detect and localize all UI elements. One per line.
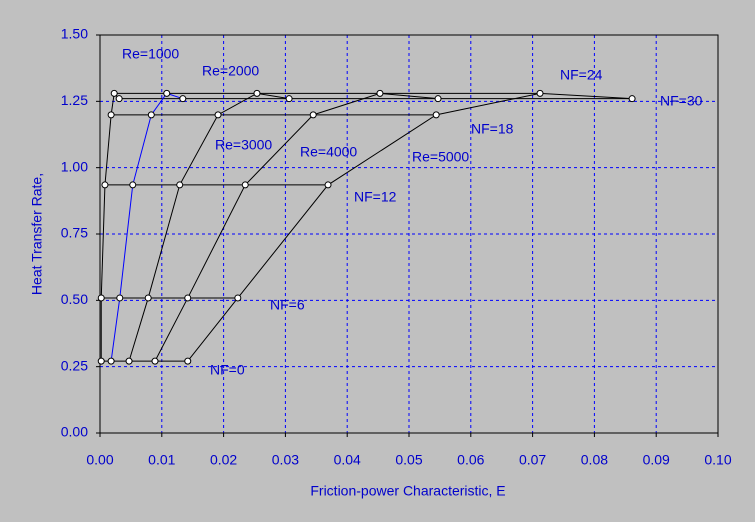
- x-axis-label: Friction-power Characteristic, E: [310, 483, 505, 499]
- point: [110, 89, 118, 97]
- point: [147, 111, 155, 119]
- series-label: Re=4000: [300, 144, 357, 160]
- point: [144, 294, 152, 302]
- y-tick-label: 1.00: [61, 158, 88, 174]
- point: [184, 357, 192, 365]
- point: [107, 111, 115, 119]
- row-label: NF=0: [210, 362, 245, 378]
- point: [309, 111, 317, 119]
- point: [129, 181, 137, 189]
- row-label: NF=24: [560, 67, 603, 83]
- point: [107, 357, 115, 365]
- point: [432, 111, 440, 119]
- x-tick-label: 0.00: [86, 452, 113, 468]
- point: [97, 294, 105, 302]
- point: [536, 89, 544, 97]
- x-tick-label: 0.04: [334, 452, 361, 468]
- series-line: [154, 92, 439, 362]
- series-line: [128, 92, 290, 362]
- series-label: Re=2000: [202, 63, 259, 79]
- series-label: Re=3000: [215, 137, 272, 153]
- y-tick-label: 0.25: [61, 357, 88, 373]
- y-tick-label: 0.50: [61, 291, 88, 307]
- series-label: Re=5000: [412, 149, 469, 165]
- point: [324, 181, 332, 189]
- point: [151, 357, 159, 365]
- row-label: NF=12: [354, 189, 397, 205]
- point: [163, 89, 171, 97]
- point: [116, 294, 124, 302]
- x-tick-label: 0.09: [643, 452, 670, 468]
- y-tick-label: 1.25: [61, 92, 88, 108]
- x-tick-label: 0.02: [210, 452, 237, 468]
- series-line: [187, 92, 633, 362]
- point: [214, 111, 222, 119]
- point: [628, 95, 636, 103]
- point: [115, 95, 123, 103]
- y-tick-label: 0.00: [61, 424, 88, 440]
- point: [101, 181, 109, 189]
- point: [97, 357, 105, 365]
- x-tick-label: 0.06: [457, 452, 484, 468]
- point: [241, 181, 249, 189]
- point: [253, 89, 261, 97]
- series-label: Re=1000: [122, 46, 179, 62]
- row-label: NF=6: [270, 297, 305, 313]
- plot-border: [99, 34, 719, 434]
- x-tick-label: 0.08: [581, 452, 608, 468]
- x-tick-label: 0.10: [704, 452, 731, 468]
- row-label: NF=30: [660, 93, 703, 109]
- point: [184, 294, 192, 302]
- point: [434, 95, 442, 103]
- y-axis-label: Heat Transfer Rate,: [29, 173, 45, 295]
- y-tick-label: 1.50: [61, 26, 88, 42]
- y-tick-label: 0.75: [61, 225, 88, 241]
- point: [125, 357, 133, 365]
- row-label: NF=18: [471, 121, 514, 137]
- point: [176, 181, 184, 189]
- point: [179, 95, 187, 103]
- point: [285, 95, 293, 103]
- x-tick-label: 0.03: [272, 452, 299, 468]
- x-tick-label: 0.07: [519, 452, 546, 468]
- x-tick-label: 0.01: [148, 452, 175, 468]
- x-tick-label: 0.05: [395, 452, 422, 468]
- point: [234, 294, 242, 302]
- point: [376, 89, 384, 97]
